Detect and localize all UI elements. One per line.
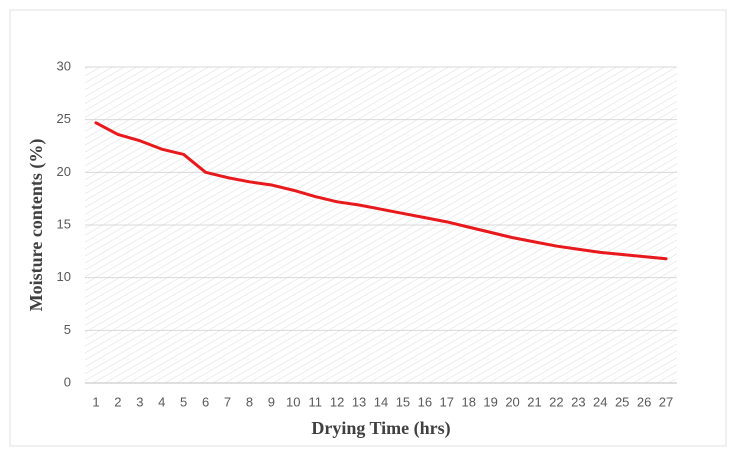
x-tick-label: 25 <box>615 394 629 409</box>
x-tick-label: 12 <box>330 394 344 409</box>
x-tick-label: 5 <box>180 394 187 409</box>
x-axis-title: Drying Time (hrs) <box>311 418 450 439</box>
data-line <box>94 121 668 261</box>
x-tick-label: 8 <box>246 394 253 409</box>
x-tick-label: 20 <box>505 394 519 409</box>
x-tick-label: 10 <box>286 394 300 409</box>
y-tick-label: 0 <box>64 374 71 389</box>
x-tick-label: 7 <box>224 394 231 409</box>
x-tick-label: 17 <box>440 394 454 409</box>
y-tick-label: 20 <box>57 164 71 179</box>
x-tick-label: 1 <box>92 394 99 409</box>
y-tick-label: 25 <box>57 111 71 126</box>
x-tick-label: 2 <box>114 394 121 409</box>
y-tick-label: 5 <box>64 322 71 337</box>
x-tick-label: 22 <box>549 394 563 409</box>
x-tick-label: 19 <box>483 394 497 409</box>
x-tick-label: 16 <box>418 394 432 409</box>
x-tick-label: 15 <box>396 394 410 409</box>
x-tick-label: 11 <box>308 394 322 409</box>
x-tick-label: 21 <box>527 394 541 409</box>
x-tick-label: 14 <box>374 394 388 409</box>
y-tick-label: 30 <box>57 58 71 73</box>
y-tick-label: 15 <box>57 216 71 231</box>
x-tick-label: 13 <box>352 394 366 409</box>
x-tick-label: 27 <box>659 394 673 409</box>
x-tick-label: 18 <box>461 394 475 409</box>
x-tick-label: 26 <box>637 394 651 409</box>
y-axis-title: Moisture contents (%) <box>26 139 47 312</box>
chart-frame <box>9 9 727 447</box>
x-tick-label: 23 <box>571 394 585 409</box>
x-tick-label: 24 <box>593 394 607 409</box>
x-tick-label: 9 <box>268 394 275 409</box>
x-tick-label: 3 <box>136 394 143 409</box>
x-tick-label: 4 <box>158 394 165 409</box>
x-tick-label: 6 <box>202 394 209 409</box>
y-tick-label: 10 <box>57 269 71 284</box>
